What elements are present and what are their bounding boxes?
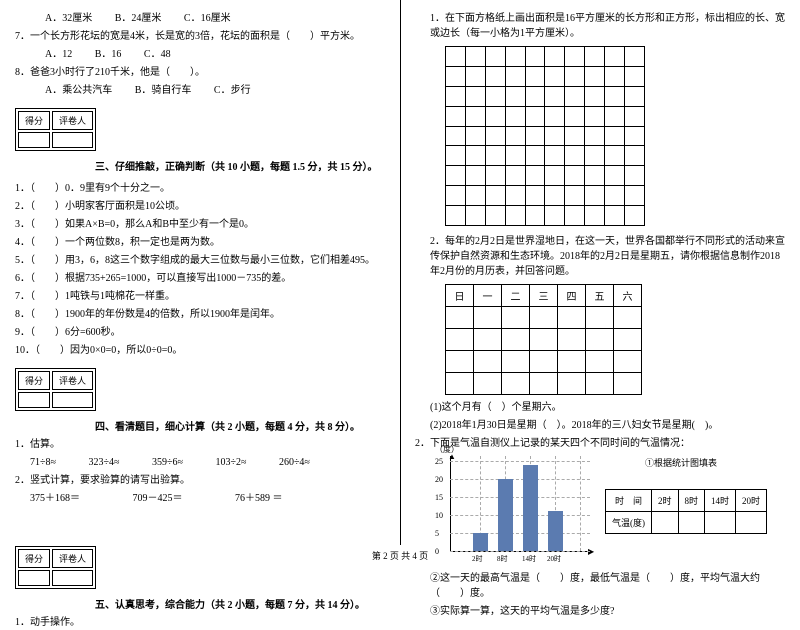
item: 76＋589 ＝	[235, 493, 283, 504]
judge-list: 1．（ ）0．9里有9个十分之一。 2．（ ）小明家客厅面积是10公顷。 3．（…	[15, 181, 385, 358]
chart-a2: ②这一天的最高气温是（ ）度，最低气温是（ ）度，平均气温大约（ ）度。	[415, 571, 785, 601]
j1: 1．（ ）0．9里有9个十分之一。	[15, 181, 385, 196]
q7-options: A．12 B．16 C．48	[15, 47, 385, 62]
j6: 6．（ ）根据735+265=1000，可以直接写出1000－735的差。	[15, 271, 385, 286]
opt-a: A．32厘米	[45, 13, 92, 24]
q6-options: A．32厘米 B．24厘米 C．16厘米	[15, 11, 385, 26]
opt-c: C．步行	[214, 85, 251, 96]
score-box-3: 得分 评卷人	[15, 108, 385, 154]
score-label: 得分	[18, 371, 50, 390]
item: 260÷4≈	[279, 457, 310, 468]
q8-options: A．乘公共汽车 B．骑自行车 C．步行	[15, 83, 385, 98]
cal-a2: (2)2018年1月30日是星期（ ）。2018年的三八妇女节是星期( )。	[415, 418, 785, 433]
opt-b: B．16	[95, 49, 122, 60]
j9: 9．（ ）6分=600秒。	[15, 325, 385, 340]
calendar-question: 2．每年的2月2日是世界湿地日，在这一天，世界各国都举行不同形式的活动来宣传保护…	[415, 234, 785, 279]
y-axis	[450, 456, 451, 551]
opt-c: C．48	[144, 49, 171, 60]
opt-b: B．骑自行车	[135, 85, 192, 96]
item: 103÷2≈	[215, 457, 246, 468]
j8: 8．（ ）1900年的年份数是4的倍数，所以1900年是闰年。	[15, 307, 385, 322]
prac-1: 1．动手操作。	[15, 615, 385, 630]
item: 323÷4≈	[88, 457, 119, 468]
score-label: 得分	[18, 111, 50, 130]
opt-a: A．乘公共汽车	[45, 85, 112, 96]
j5: 5．（ ）用3，6，8这三个数字组成的最大三位数与最小三位数，它们相差495。	[15, 253, 385, 268]
calc-1-items: 71÷8≈ 323÷4≈ 359÷6≈ 103÷2≈ 260÷4≈	[15, 455, 385, 470]
opt-a: A．12	[45, 49, 72, 60]
left-column: A．32厘米 B．24厘米 C．16厘米 7．一个长方形花坛的宽是4米，长是宽的…	[0, 0, 400, 545]
calc-2-items: 375＋168＝ 709－425＝ 76＋589 ＝	[15, 491, 385, 506]
item: 71÷8≈	[30, 457, 56, 468]
item: 709－425＝	[133, 493, 183, 504]
j2: 2．（ ）小明家客厅面积是10公顷。	[15, 199, 385, 214]
grader-label: 评卷人	[52, 111, 93, 130]
item: 375＋168＝	[30, 493, 80, 504]
j10: 10．（ ）因为0×0=0，所以0÷0=0。	[15, 343, 385, 358]
calendar-table: 日一二三四五六	[445, 284, 642, 395]
section-3-title: 三、仔细推敲，正确判断（共 10 小题，每题 1.5 分，共 15 分）。	[15, 158, 385, 173]
grader-label: 评卷人	[52, 371, 93, 390]
page-footer: 第 2 页 共 4 页	[0, 549, 800, 562]
item: 359÷6≈	[152, 457, 183, 468]
score-box-4: 得分 评卷人	[15, 368, 385, 414]
grid-question: 1．在下面方格纸上画出面积是16平方厘米的长方形和正方形，标出相应的长、宽或边长…	[415, 11, 785, 41]
calc-1: 1．估算。	[15, 437, 385, 452]
q8: 8．爸爸3小时行了210千米，他是（ ）。	[15, 65, 385, 80]
j7: 7．（ ）1吨铁与1吨棉花一样重。	[15, 289, 385, 304]
opt-c: C．16厘米	[184, 13, 231, 24]
chart-a3: ③实际算一算，这天的平均气温是多少度?	[415, 604, 785, 619]
chart-question: 2．下面是气温自测仪上记录的某天四个不同时间的气温情况：	[415, 436, 785, 451]
right-column: 1．在下面方格纸上画出面积是16平方厘米的长方形和正方形，标出相应的长、宽或边长…	[400, 0, 800, 545]
opt-b: B．24厘米	[115, 13, 162, 24]
j4: 4．（ ）一个两位数8，积一定也是两为数。	[15, 235, 385, 250]
section-5-title: 五、认真思考，综合能力（共 2 小题，每题 7 分，共 14 分）。	[15, 596, 385, 611]
j3: 3．（ ）如果A×B=0，那么A和B中至少有一个是0。	[15, 217, 385, 232]
cal-a1: (1)这个月有（ ）个星期六。	[415, 400, 785, 415]
data-table: 时 间2时8时14时20时 气温(度)	[605, 489, 767, 534]
chart-title: ①根据统计图填表	[595, 456, 767, 469]
q7: 7．一个长方形花坛的宽是4米，长是宽的3倍，花坛的面积是（ ）平方米。	[15, 29, 385, 44]
section-4-title: 四、看清题目，细心计算（共 2 小题，每题 4 分，共 8 分）。	[15, 418, 385, 433]
grid-paper	[445, 46, 645, 226]
calc-2: 2．竖式计算，要求验算的请写出验算。	[15, 473, 385, 488]
